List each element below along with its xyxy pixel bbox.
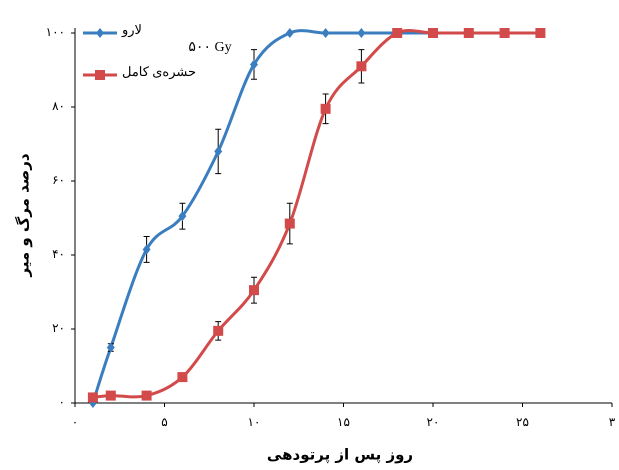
marker [106, 342, 115, 353]
y-tick-label: ۰ [59, 395, 65, 409]
x-axis-label: روز پس از پرتودهی [267, 446, 413, 465]
y-tick-label: ۲۰ [52, 321, 65, 335]
x-tick-label: ۱۰ [248, 415, 261, 429]
marker [320, 103, 331, 114]
annotation: ۵۰۰ Gy [188, 40, 231, 55]
marker [535, 28, 546, 38]
marker [250, 59, 258, 70]
y-tick-label: ۴۰ [52, 247, 65, 261]
marker [214, 146, 223, 157]
marker [249, 285, 259, 296]
series-line [92, 29, 541, 399]
series-line [91, 29, 433, 404]
marker [213, 325, 224, 336]
marker [87, 392, 98, 403]
x-tick-label: ۲۰ [427, 415, 440, 429]
x-tick-label: ۵ [161, 415, 167, 429]
x-tick-label: ۱۵ [337, 415, 350, 429]
marker [284, 218, 295, 229]
y-tick-label: ۱۰۰ [46, 25, 65, 39]
marker [177, 372, 188, 383]
legend-marker [96, 28, 104, 38]
x-tick-label: ۰ [72, 415, 78, 429]
marker [105, 390, 116, 401]
x-tick-label: ۳ [609, 415, 616, 429]
legend-label: حشره‌ی کامل [122, 64, 196, 80]
y-axis-label: درصد مرگ و میر [15, 153, 33, 278]
marker [428, 28, 438, 38]
y-tick-label: ۸۰ [52, 99, 65, 113]
marker [321, 28, 330, 38]
marker [142, 244, 151, 255]
marker [141, 390, 152, 401]
legend-marker [95, 70, 105, 80]
marker [499, 28, 510, 38]
marker [357, 28, 366, 38]
marker [392, 28, 403, 38]
x-tick-label: ۲۵ [516, 415, 529, 429]
marker [463, 28, 474, 38]
marker [178, 211, 187, 222]
y-tick-label: ۶۰ [52, 173, 65, 187]
marker [356, 61, 367, 72]
marker [285, 28, 294, 38]
legend-label: لارو [121, 22, 142, 38]
